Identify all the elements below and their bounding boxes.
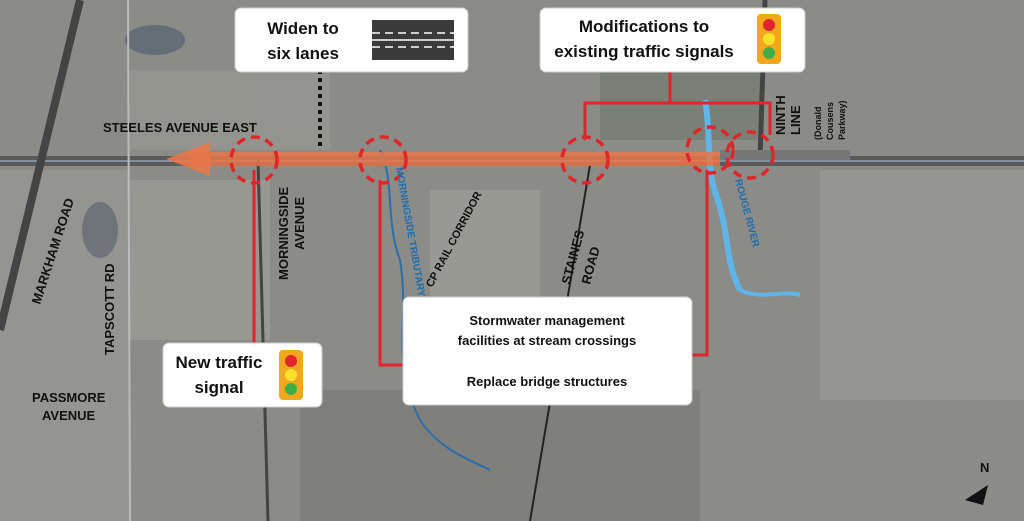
road-label: (Donald (813, 107, 823, 141)
road-label: LINE (788, 105, 803, 135)
road-label: Cousens (825, 102, 835, 140)
north-label: N (980, 460, 989, 475)
road-label: PASSMORE (32, 390, 106, 405)
callout-text: Replace bridge structures (467, 374, 627, 389)
road-label: AVENUE (42, 408, 96, 423)
widening-highlight (166, 142, 850, 176)
callout-text: six lanes (267, 44, 339, 63)
callout-text: Modifications to (579, 17, 709, 36)
road-label: TAPSCOTT RD (102, 264, 117, 355)
intersection-rings (229, 125, 775, 185)
callout-text: New traffic (176, 353, 263, 372)
road-label: NINTH (773, 95, 788, 135)
callout-text: facilities at stream crossings (458, 333, 636, 348)
road-label: STEELES AVENUE EAST (103, 120, 257, 135)
callout-text: existing traffic signals (554, 42, 734, 61)
callout-text: Widen to (267, 19, 339, 38)
terrain (0, 25, 1024, 521)
connectors (252, 72, 772, 367)
callout-signals: Modifications to existing traffic signal… (539, 7, 806, 73)
north-arrow (965, 485, 988, 505)
callout-stormwater: Stormwater management facilities at stre… (402, 296, 693, 406)
road-label: MORNINGSIDE (276, 187, 291, 281)
callout-widen: Widen to six lanes (234, 7, 469, 73)
callout-new-signal: New traffic signal (162, 342, 323, 408)
callout-text: signal (194, 378, 243, 397)
road-label: Parkway) (837, 100, 847, 140)
callout-text: Stormwater management (469, 313, 625, 328)
road-label: AVENUE (292, 196, 307, 250)
